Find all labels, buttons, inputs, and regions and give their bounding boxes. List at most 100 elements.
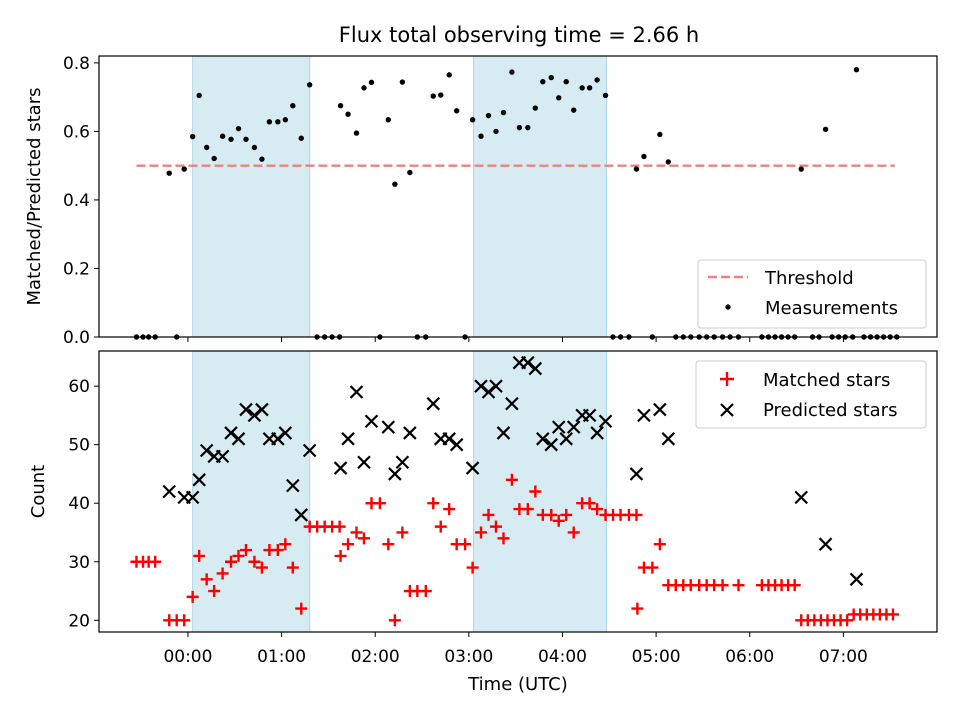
predicted-star-point: [551, 420, 566, 434]
predicted-star-point: [381, 420, 396, 434]
matched-star-point: [149, 555, 162, 568]
measurement-point: [407, 169, 413, 176]
matched-star-point: [333, 520, 346, 533]
measurement-point: [368, 79, 375, 86]
measurement-point: [665, 159, 671, 165]
measurement-point: [633, 166, 640, 172]
matched-star-point: [653, 538, 666, 551]
matched-star-point: [583, 497, 596, 510]
predicted-star-point: [349, 385, 364, 399]
matched-star-point: [178, 614, 191, 627]
measurement-point: [516, 124, 523, 131]
matched-star-point: [466, 561, 479, 574]
legend-measurement-label: Measurements: [765, 298, 898, 319]
predicted-star-point: [629, 467, 644, 481]
measurement-point: [556, 95, 562, 101]
predicted-star-point: [465, 461, 480, 475]
predicted-star-point: [496, 426, 511, 440]
matched-star-point: [427, 497, 440, 510]
predicted-star-point: [395, 455, 410, 470]
measurement-point: [853, 67, 860, 73]
y-tick-label: 30: [68, 553, 90, 573]
predicted-star-point: [215, 449, 230, 464]
y-tick-label: 0.0: [63, 328, 90, 348]
matched-star-point: [419, 585, 432, 598]
observing-window: [192, 350, 311, 633]
plot-frame: [98, 350, 938, 633]
y-tick-label: 0.2: [63, 259, 90, 279]
predicted-star-point: [271, 432, 285, 446]
measurement-point: [228, 136, 234, 142]
chart-title: Flux total observing time = 2.66 h: [339, 23, 699, 47]
predicted-star-point: [521, 355, 535, 370]
matched-star-point: [631, 602, 644, 615]
matched-star-point: [208, 585, 221, 598]
measurement-point: [540, 79, 546, 85]
matched-star-point: [434, 520, 447, 533]
legend-box: [697, 259, 927, 329]
legend-threshold-label: Threshold: [764, 268, 854, 289]
measurement-point: [798, 166, 804, 172]
predicted-star-point: [661, 432, 676, 446]
predicted-star-point: [364, 414, 379, 429]
x-axis-label: Time (UTC): [467, 674, 568, 695]
measurement-point: [399, 79, 406, 85]
predicted-star-point: [388, 467, 402, 481]
predicted-star-point: [239, 402, 253, 417]
y-axis-label: Matched/Predicted stars: [24, 88, 45, 306]
predicted-star-point: [849, 572, 864, 587]
x-tick-label: 05:00: [632, 647, 681, 667]
predicted-star-point: [426, 396, 441, 411]
predicted-star-point: [224, 426, 238, 440]
measurement-point: [594, 77, 600, 83]
measurement-point: [298, 135, 304, 141]
matched-star-point: [357, 532, 370, 545]
legend-matched-swatch: [720, 372, 734, 386]
measurement-point: [657, 131, 663, 138]
matched-star-point: [271, 544, 284, 557]
predicted-star-point: [442, 432, 456, 446]
predicted-star-point: [247, 408, 262, 423]
legend-box: [695, 360, 927, 429]
y-axis-ticks: 20 30 40 50 60: [68, 377, 99, 631]
measurement-point: [306, 82, 313, 88]
y-tick-label: 0.8: [63, 54, 90, 74]
measurement-point: [290, 102, 296, 109]
measurement-point: [453, 108, 460, 114]
matched-star-point: [373, 497, 386, 510]
x-tick-label: 04:00: [538, 647, 587, 667]
measurement-point: [430, 93, 436, 99]
matched-star-point: [545, 508, 558, 521]
matched-star-point: [646, 561, 659, 574]
matched-star-point: [630, 508, 643, 521]
matched-star-point: [232, 549, 245, 562]
matched-star-point: [489, 520, 502, 533]
x-axis-ticks: [187, 337, 844, 342]
measurement-point: [579, 85, 585, 91]
measurement-point: [243, 136, 249, 142]
matched-star-point: [382, 538, 395, 551]
measurement-point: [219, 133, 226, 139]
matched-star-point: [279, 538, 292, 551]
matched-star-point: [396, 526, 409, 539]
matched-star-point: [475, 526, 488, 539]
measurement-point: [548, 74, 554, 81]
y-tick-label: 40: [68, 494, 90, 514]
measurement-point: [282, 117, 289, 123]
predicted-star-point: [818, 537, 833, 551]
y-axis-ticks: 0.0 0.2 0.4 0.6 0.8: [63, 54, 99, 348]
predicted-star-point: [403, 426, 417, 440]
matched-star-point: [521, 503, 534, 516]
matched-star-point: [255, 561, 268, 574]
matched-star-point: [240, 544, 253, 557]
plot-frame: [98, 55, 938, 338]
matched-star-point: [529, 485, 542, 498]
predicted-star-point: [481, 385, 496, 399]
measurement-point: [493, 128, 499, 135]
matched-star-point: [716, 579, 729, 592]
measurement-point: [446, 72, 452, 78]
legend-matched-label: Matched stars: [763, 370, 890, 391]
matched-star-point: [216, 567, 229, 580]
predicted-star-point: [536, 432, 550, 446]
